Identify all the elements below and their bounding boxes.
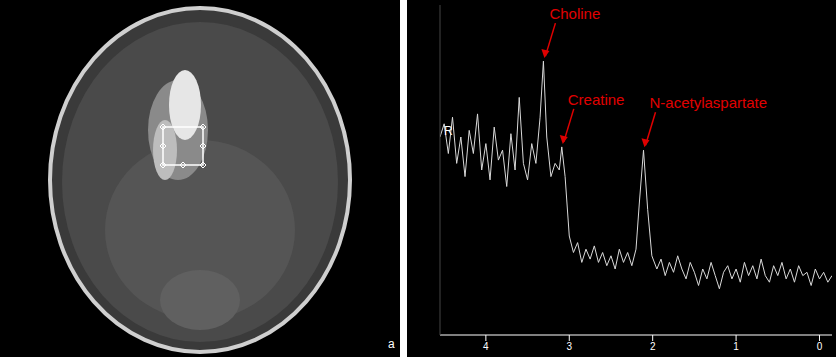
svg-text:N-acetylaspartate: N-acetylaspartate	[650, 94, 768, 111]
svg-text:4: 4	[483, 341, 489, 352]
svg-text:a: a	[388, 337, 395, 351]
svg-text:2: 2	[650, 341, 656, 352]
html-text:R: R	[444, 124, 453, 138]
svg-text:3: 3	[566, 341, 572, 352]
svg-text:0: 0	[817, 341, 823, 352]
svg-text:Choline: Choline	[549, 5, 600, 22]
svg-text:1: 1	[733, 341, 739, 352]
svg-text:Creatine: Creatine	[568, 91, 625, 108]
